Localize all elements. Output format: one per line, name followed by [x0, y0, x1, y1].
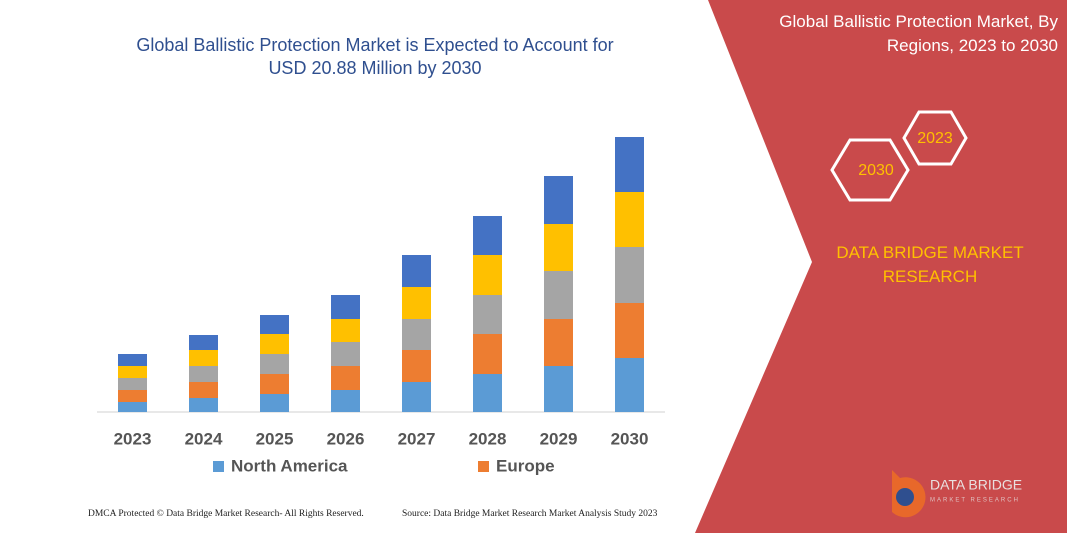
bar-segment	[544, 366, 573, 412]
bar-segment	[189, 382, 218, 398]
bar-segment	[331, 295, 360, 319]
logo-text: DATA BRIDGE	[930, 477, 1022, 493]
bar-segment	[189, 398, 218, 412]
bar-segment	[118, 402, 147, 412]
bar-segment	[544, 176, 573, 224]
x-tick-label: 2027	[398, 429, 436, 448]
x-tick-label: 2029	[540, 429, 578, 448]
bar-segment	[118, 354, 147, 366]
bar-segment	[331, 366, 360, 390]
bar-segment	[331, 342, 360, 366]
bar-segment	[615, 358, 644, 412]
legend-label: Europe	[496, 456, 555, 475]
bar-segment	[260, 374, 289, 394]
x-tick-label: 2024	[185, 429, 223, 448]
footer-right: Source: Data Bridge Market Research Mark…	[402, 509, 658, 519]
bar-segment	[473, 255, 502, 295]
logo-sub: MARKET RESEARCH	[930, 498, 1020, 504]
bar-segment	[189, 350, 218, 366]
bar-segment	[189, 335, 218, 350]
bar-segment	[544, 271, 573, 319]
bar-segment	[118, 378, 147, 390]
bar-segment	[402, 319, 431, 350]
bar-segment	[402, 255, 431, 287]
hex-label: 2030	[858, 162, 894, 179]
x-tick-label: 2025	[256, 429, 294, 448]
bar-segment	[615, 247, 644, 303]
bar-segment	[118, 366, 147, 378]
hexagon	[830, 138, 910, 202]
bar-segment	[402, 350, 431, 382]
bar-segment	[473, 295, 502, 334]
x-tick-label: 2026	[327, 429, 365, 448]
bar-segment	[473, 334, 502, 374]
bar-segment	[544, 224, 573, 271]
legend-label: North America	[231, 456, 348, 475]
legend-swatch	[478, 461, 489, 472]
legend-swatch	[213, 461, 224, 472]
x-tick-label: 2028	[469, 429, 507, 448]
bar-segment	[260, 334, 289, 354]
bar-segment	[331, 390, 360, 412]
logo-icon	[896, 488, 914, 506]
hexagon	[902, 110, 968, 166]
bar-segment	[473, 374, 502, 412]
bar-segment	[615, 137, 644, 192]
hex-label: 2023	[917, 130, 953, 147]
bar-segment	[118, 390, 147, 402]
bar-segment	[615, 303, 644, 358]
logo	[892, 470, 926, 518]
bar-segment	[473, 216, 502, 255]
bar-segment	[189, 366, 218, 382]
x-tick-label: 2023	[114, 429, 152, 448]
bar-segment	[402, 287, 431, 319]
bar-segment	[260, 394, 289, 412]
bar-segment	[331, 319, 360, 342]
footer-left: DMCA Protected © Data Bridge Market Rese…	[88, 509, 364, 519]
side-panel	[695, 0, 1067, 533]
bar-segment	[260, 315, 289, 334]
chart-title: Global Ballistic Protection Market is Ex…	[136, 35, 614, 78]
panel-title: Global Ballistic Protection Market, By R…	[779, 12, 1058, 55]
x-tick-label: 2030	[611, 429, 649, 448]
bar-segment	[544, 319, 573, 366]
brand: DATA BRIDGE MARKET RESEARCH	[836, 243, 1024, 286]
bar-segment	[260, 354, 289, 374]
bar-segment	[615, 192, 644, 247]
bar-segment	[402, 382, 431, 412]
